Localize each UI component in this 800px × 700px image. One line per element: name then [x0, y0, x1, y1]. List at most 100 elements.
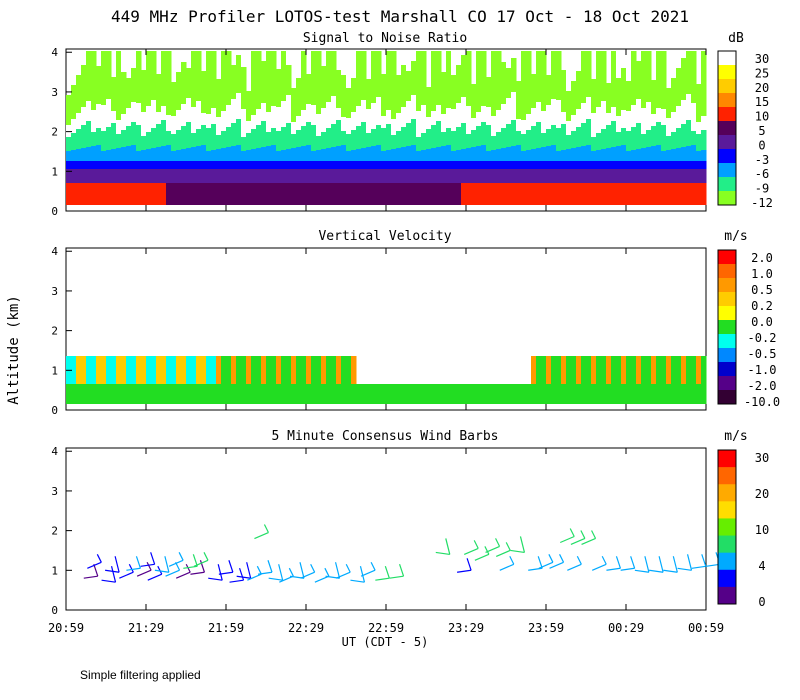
- snr-cell: [371, 146, 377, 161]
- snr-cell: [691, 145, 697, 161]
- snr-cell: [351, 130, 357, 150]
- colorbar-swatch: [718, 306, 736, 321]
- snr-cell: [336, 108, 342, 120]
- snr-cell: [166, 131, 172, 145]
- wind-barb-flag: [384, 566, 390, 579]
- snr-cell: [91, 51, 97, 76]
- snr-cell: [226, 169, 232, 183]
- snr-cell: [86, 121, 92, 147]
- snr-cell: [566, 51, 572, 91]
- snr-cell: [376, 125, 382, 145]
- snr-cell: [556, 183, 562, 205]
- snr-cell: [326, 148, 332, 161]
- snr-cell: [666, 88, 672, 118]
- snr-cell: [141, 183, 147, 205]
- snr-cell: [261, 169, 267, 183]
- snr-cell: [681, 161, 687, 169]
- snr-cell: [541, 51, 547, 69]
- snr-cell: [156, 124, 162, 147]
- snr-cell: [466, 134, 472, 148]
- velocity-cell: [146, 384, 152, 404]
- snr-cell: [356, 161, 362, 169]
- wind-barb: [677, 567, 692, 571]
- snr-cell: [511, 51, 517, 58]
- velocity-panel-title: Vertical Velocity: [318, 229, 451, 244]
- snr-cell: [236, 169, 242, 183]
- snr-cell: [296, 169, 302, 183]
- wind-barb: [140, 563, 155, 567]
- velocity-cell: [146, 356, 152, 384]
- snr-cell: [636, 169, 642, 183]
- snr-cell: [311, 183, 317, 205]
- snr-cell: [441, 161, 447, 169]
- snr-panel-title: Signal to Noise Ratio: [303, 31, 467, 46]
- snr-cell: [601, 161, 607, 169]
- snr-cell: [606, 169, 612, 183]
- snr-cell: [206, 161, 212, 169]
- snr-cell: [356, 169, 362, 183]
- colorbar-swatch: [718, 264, 736, 279]
- snr-cell: [101, 151, 107, 161]
- snr-cell: [586, 97, 592, 119]
- colorbar-label: 0: [758, 595, 765, 609]
- snr-cell: [361, 58, 367, 100]
- snr-cell: [301, 126, 307, 146]
- snr-cell: [241, 67, 247, 109]
- snr-cell: [686, 94, 692, 120]
- snr-cell: [331, 62, 337, 96]
- colorbar-label: 0.0: [751, 315, 773, 329]
- snr-cell: [606, 83, 612, 113]
- snr-cell: [101, 63, 107, 105]
- snr-cell: [181, 126, 187, 149]
- snr-cell: [521, 78, 527, 120]
- snr-cell: [496, 51, 502, 72]
- snr-cell: [431, 51, 437, 77]
- snr-cell: [361, 161, 367, 169]
- snr-cell: [536, 51, 542, 64]
- snr-cell: [381, 128, 387, 151]
- snr-cell: [641, 51, 647, 66]
- snr-cell: [86, 161, 92, 169]
- snr-cell: [521, 161, 527, 169]
- snr-cell: [611, 73, 617, 107]
- snr-cell: [251, 161, 257, 169]
- velocity-cell: [416, 384, 422, 404]
- snr-cell: [336, 169, 342, 183]
- snr-cell: [131, 169, 137, 183]
- wind-colorbar-unit: m/s: [724, 429, 747, 444]
- velocity-cell: [206, 356, 212, 384]
- velocity-cell: [126, 384, 132, 404]
- snr-cell: [151, 66, 157, 100]
- velocity-cell: [141, 384, 147, 404]
- snr-cell: [421, 51, 427, 63]
- snr-cell: [331, 183, 337, 205]
- snr-cell: [281, 183, 287, 205]
- snr-cell: [66, 161, 72, 169]
- snr-cell: [596, 133, 602, 150]
- snr-cell: [111, 183, 117, 205]
- velocity-cell: [91, 384, 97, 404]
- velocity-cell: [361, 384, 367, 404]
- snr-cell: [651, 126, 657, 146]
- snr-cell: [166, 85, 172, 115]
- snr-cell: [446, 51, 452, 78]
- snr-cell: [411, 95, 417, 119]
- snr-cell: [461, 123, 467, 149]
- velocity-cell: [81, 384, 87, 404]
- snr-cell: [616, 169, 622, 183]
- snr-cell: [491, 82, 497, 116]
- snr-cell: [286, 95, 292, 123]
- snr-cell: [581, 61, 587, 103]
- wind-barb-flag: [299, 562, 305, 579]
- snr-cell: [681, 169, 687, 183]
- snr-cell: [521, 134, 527, 151]
- snr-cell: [266, 112, 272, 132]
- snr-cell: [391, 135, 397, 149]
- snr-cell: [701, 116, 707, 130]
- x-axis-ticks: 20:59 21:29 21:59 22:29 22:59 23:29 23:59 00:29…: [48, 49, 724, 635]
- velocity-cell: [391, 384, 397, 404]
- snr-cell: [481, 183, 487, 205]
- colorbar-frame: [717, 449, 737, 605]
- snr-cell: [596, 183, 602, 205]
- snr-cell: [391, 169, 397, 183]
